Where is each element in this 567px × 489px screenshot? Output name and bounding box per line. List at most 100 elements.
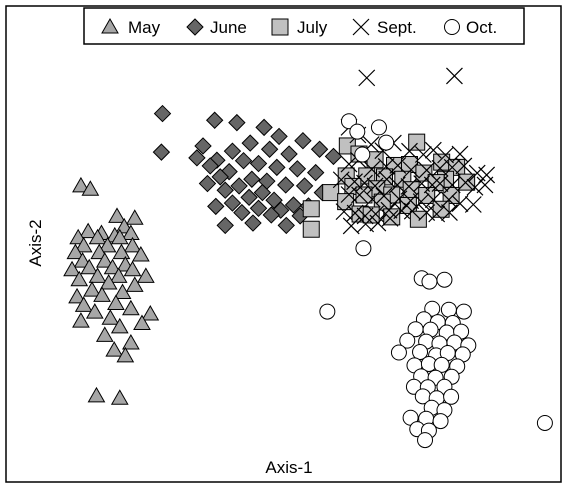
legend-label-sept: Sept.: [377, 18, 417, 37]
point-july: [399, 196, 417, 214]
point-may: [107, 294, 125, 310]
point-may: [74, 296, 93, 312]
point-june: [153, 104, 172, 123]
point-june: [288, 160, 307, 178]
point-june: [262, 206, 280, 224]
point-sept: [403, 202, 421, 220]
point-sept: [342, 217, 360, 235]
point-may: [93, 286, 111, 302]
point-oct: [440, 301, 457, 318]
point-june: [277, 216, 295, 235]
point-june: [253, 183, 272, 202]
point-sept: [414, 146, 432, 163]
point-june: [188, 149, 206, 167]
legend-marker-july: [271, 18, 289, 36]
point-sept: [441, 204, 458, 222]
legend: May June July Sept. Oct.: [83, 7, 525, 45]
point-oct: [349, 123, 366, 140]
point-oct: [536, 414, 553, 431]
point-july: [362, 206, 380, 224]
point-june: [277, 176, 295, 194]
point-june: [243, 170, 261, 188]
point-oct: [399, 332, 416, 349]
point-sept: [457, 174, 474, 192]
point-oct: [319, 303, 336, 320]
point-june: [240, 188, 258, 207]
point-july: [322, 184, 340, 202]
legend-label-june: June: [210, 18, 247, 37]
legend-marker-sept: [352, 18, 370, 36]
point-june: [228, 113, 246, 132]
point-june: [207, 197, 225, 216]
point-sept: [390, 190, 408, 208]
point-june: [216, 181, 234, 199]
point-may: [108, 207, 126, 223]
point-may: [88, 267, 107, 283]
point-sept: [363, 190, 381, 208]
point-oct: [424, 300, 441, 317]
point-oct: [340, 113, 357, 130]
point-oct: [433, 356, 450, 373]
point-sept: [451, 195, 469, 212]
legend-marker-june: [186, 18, 204, 36]
point-oct: [370, 119, 387, 136]
point-may: [125, 209, 144, 225]
point-may: [85, 303, 104, 319]
point-may: [79, 222, 98, 239]
point-june: [270, 127, 288, 146]
legend-marker-oct: [444, 19, 460, 35]
point-july: [408, 133, 426, 151]
point-sept: [380, 201, 398, 219]
point-sept: [356, 207, 374, 225]
point-may: [63, 260, 81, 277]
point-oct: [417, 432, 434, 449]
point-may: [123, 236, 142, 253]
point-sept: [437, 146, 454, 164]
point-june: [244, 214, 262, 232]
point-june: [249, 154, 268, 173]
point-may: [125, 276, 144, 292]
point-june: [295, 177, 314, 195]
points-layer: [63, 25, 553, 449]
point-june: [294, 132, 312, 150]
point-may: [68, 287, 86, 304]
point-sept: [401, 142, 418, 160]
point-sept: [335, 203, 353, 221]
point-oct: [378, 134, 395, 151]
legend-marker-may: [101, 17, 119, 34]
point-sept: [358, 69, 376, 87]
point-june: [306, 163, 325, 182]
point-sept: [366, 177, 384, 195]
point-june: [223, 142, 242, 160]
point-sept: [369, 214, 387, 232]
point-june: [234, 151, 253, 170]
point-may: [88, 228, 107, 245]
point-june: [310, 140, 329, 158]
legend-label-july: July: [297, 18, 328, 37]
point-sept: [356, 174, 373, 192]
point-may: [105, 341, 124, 357]
point-oct: [432, 413, 449, 430]
point-june: [211, 168, 229, 186]
point-may: [95, 252, 114, 268]
point-sept: [424, 141, 442, 159]
point-may: [74, 236, 93, 253]
point-june: [255, 118, 273, 137]
point-june: [205, 111, 224, 129]
point-june: [284, 196, 303, 214]
point-may: [66, 243, 85, 260]
point-oct: [355, 240, 372, 257]
point-july: [427, 174, 445, 192]
point-oct: [354, 146, 371, 163]
point-may: [110, 317, 129, 334]
point-sept: [402, 161, 420, 179]
point-oct: [412, 344, 429, 361]
point-may: [95, 326, 114, 342]
legend-markers: [101, 17, 460, 36]
point-may: [122, 224, 140, 241]
point-july: [302, 220, 320, 238]
point-may: [101, 309, 120, 325]
point-may: [122, 334, 140, 350]
point-june: [324, 147, 343, 166]
point-sept: [423, 176, 441, 194]
